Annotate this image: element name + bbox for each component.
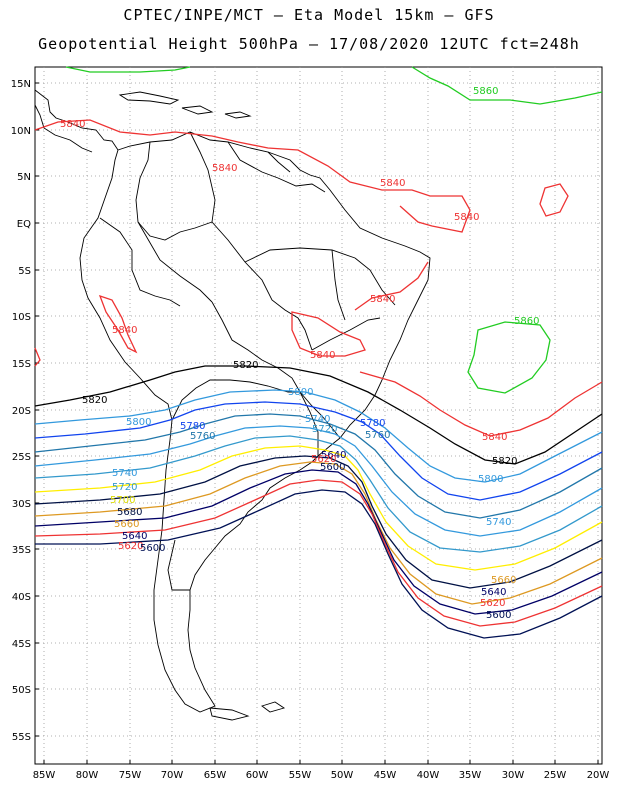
lat-label: 15N	[11, 79, 31, 90]
lat-label: 50S	[12, 685, 31, 696]
lat-label: 35S	[12, 545, 31, 556]
lon-label: 80W	[76, 770, 99, 781]
lat-label: 55S	[12, 732, 31, 743]
contour-5840-andes	[98, 294, 138, 354]
lat-label: 40S	[12, 592, 31, 603]
lat-label: 20S	[12, 406, 31, 417]
contour-5860-north-west	[65, 66, 191, 73]
contour-label: 5820	[492, 456, 517, 467]
lat-label: 45S	[12, 639, 31, 650]
contour-5820	[34, 365, 603, 465]
contour-label: 5660	[114, 519, 139, 530]
lat-label: 10S	[12, 312, 31, 323]
contour-5840-south	[359, 371, 603, 437]
contour-label: 5840	[482, 432, 507, 443]
longitude-labels: 85W 80W 75W 70W 65W 60W 55W 50W 45W 40W …	[33, 770, 610, 781]
contour-label: 5640	[481, 587, 506, 598]
contour-label: 5820	[82, 395, 107, 406]
contour-label: 5740	[486, 517, 511, 528]
lon-label: 20W	[587, 770, 610, 781]
lon-label: 85W	[33, 770, 56, 781]
contour-label: 5780	[360, 418, 385, 429]
contour-label: 5600	[140, 543, 165, 554]
lat-label: 15S	[12, 359, 31, 370]
contour-label: 5600	[486, 610, 511, 621]
contour-5660	[34, 461, 603, 605]
contour-label: 5640	[321, 450, 346, 461]
contour-5860-north-east	[411, 66, 603, 105]
contour-5740	[34, 425, 603, 537]
contour-label: 5840	[310, 350, 335, 361]
contour-label: 5740	[305, 414, 330, 425]
contour-label: 5620	[480, 598, 505, 609]
contour-label: 5660	[491, 575, 516, 586]
contour-label: 5860	[514, 316, 539, 327]
contour-label: 5700	[110, 495, 135, 506]
lon-label: 55W	[289, 770, 312, 781]
contour-5680	[34, 455, 603, 589]
lon-label: 60W	[246, 770, 269, 781]
lon-label: 40W	[417, 770, 440, 781]
map-title-line1: CPTEC/INPE/MCT – Eta Model 15km – GFS	[123, 6, 495, 24]
contour-label: 5780	[180, 421, 205, 432]
contour-5800	[34, 389, 603, 483]
lon-label: 65W	[204, 770, 227, 781]
contour-5620	[34, 479, 603, 627]
contour-5840-north	[34, 119, 471, 233]
contour-label: 5680	[117, 507, 142, 518]
lat-label: 25S	[12, 452, 31, 463]
contour-label: 5760	[365, 430, 390, 441]
lon-label: 45W	[374, 770, 397, 781]
geopotential-contours	[34, 66, 603, 639]
contour-label: 5840	[454, 212, 479, 223]
contour-5840-east	[354, 261, 429, 311]
map-frame	[34, 66, 603, 765]
lat-label: 5N	[17, 172, 31, 183]
contour-label: 5620	[311, 454, 336, 465]
contour-5640	[34, 469, 603, 615]
contour-label: 5640	[122, 531, 147, 542]
contour-label: 5840	[380, 178, 405, 189]
contour-5860-high	[467, 321, 551, 394]
coastlines-and-borders	[34, 89, 431, 721]
lon-label: 75W	[119, 770, 142, 781]
latitude-labels: 15N 10N 5N EQ 5S 10S 15S 20S 25S 30S 35S…	[11, 79, 31, 743]
contour-5600	[35, 489, 603, 639]
contour-label: 5760	[190, 431, 215, 442]
contour-label: 5600	[320, 462, 345, 473]
contour-5720	[34, 435, 603, 553]
lat-label: 10N	[11, 126, 31, 137]
contour-label: 5860	[473, 86, 498, 97]
lon-label: 25W	[544, 770, 567, 781]
lat-label: 5S	[18, 266, 31, 277]
contour-label: 5840	[60, 119, 85, 130]
contour-5760	[34, 413, 603, 519]
contour-label: 5800	[288, 387, 313, 398]
contour-label: 5620	[118, 541, 143, 552]
contour-5840-west-edge	[34, 347, 41, 367]
contour-5840-inland	[291, 311, 366, 357]
lon-label: 35W	[459, 770, 482, 781]
contour-labels: 5860 5860 5840 5840 5840 5840 5840 5840 …	[60, 86, 539, 621]
contour-5700	[34, 445, 603, 571]
contour-label: 5800	[478, 474, 503, 485]
lat-label: EQ	[17, 219, 31, 230]
contour-5840-loop	[539, 183, 569, 217]
lon-label: 70W	[161, 770, 184, 781]
contour-label: 5840	[212, 163, 237, 174]
lon-label: 30W	[502, 770, 525, 781]
contour-label: 5740	[112, 468, 137, 479]
contour-5780	[34, 401, 603, 501]
contour-label: 5720	[312, 424, 337, 435]
contour-label: 5840	[370, 294, 395, 305]
contour-label: 5800	[126, 417, 151, 428]
contour-label: 5820	[233, 360, 258, 371]
map-title-line2: Geopotential Height 500hPa – 17/08/2020 …	[38, 35, 580, 53]
graticule	[35, 67, 602, 764]
contour-label: 5720	[112, 482, 137, 493]
contour-label: 5840	[112, 325, 137, 336]
lon-label: 50W	[331, 770, 354, 781]
lat-label: 30S	[12, 499, 31, 510]
